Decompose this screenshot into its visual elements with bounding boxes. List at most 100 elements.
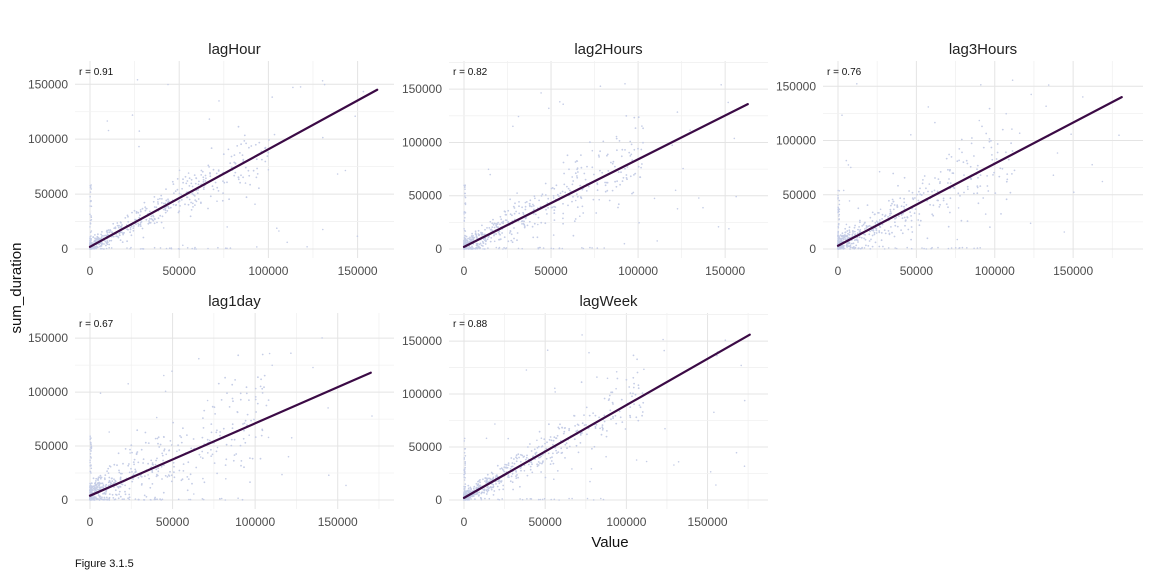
scatter-point [489, 220, 492, 223]
scatter-point [139, 209, 142, 211]
scatter-point [202, 188, 205, 191]
scatter-point [934, 177, 936, 179]
scatter-point [209, 195, 212, 198]
scatter-point [237, 125, 240, 128]
scatter-point [624, 167, 626, 170]
scatter-point [222, 192, 225, 195]
scatter-point [536, 236, 539, 239]
scatter-point [475, 235, 478, 238]
scatter-point [492, 494, 495, 496]
scatter-point [990, 146, 993, 149]
scatter-point [99, 476, 101, 479]
scatter-point [857, 241, 859, 243]
scatter-point [90, 467, 93, 470]
scatter-point [140, 475, 143, 478]
scatter-point [837, 230, 840, 233]
scatter-point [290, 437, 293, 439]
scatter-point [991, 154, 993, 156]
scatter-point [599, 150, 601, 153]
scatter-point [176, 188, 179, 191]
scatter-point [553, 219, 556, 222]
scatter-point [129, 452, 131, 454]
scatter-point [100, 233, 102, 236]
scatter-point [507, 221, 509, 224]
scatter-point [463, 452, 466, 454]
scatter-point [841, 232, 844, 235]
scatter-point [838, 203, 841, 206]
scatter-point [464, 235, 466, 237]
scatter-point [466, 239, 469, 242]
scatter-point [108, 499, 111, 501]
scatter-point [101, 496, 103, 499]
scatter-point [322, 228, 324, 231]
scatter-point [129, 231, 132, 234]
scatter-point [187, 461, 190, 464]
scatter-point [129, 228, 132, 231]
scatter-point [491, 483, 493, 485]
scatter-point [127, 497, 129, 500]
scatter-point [1082, 96, 1084, 98]
scatter-point [864, 228, 866, 230]
y-tick-label: 0 [435, 493, 442, 507]
scatter-point [141, 483, 143, 485]
scatter-point [169, 470, 171, 473]
scatter-point [601, 426, 604, 429]
scatter-point [568, 497, 570, 500]
scatter-point [476, 237, 479, 240]
scatter-point [957, 192, 960, 195]
scatter-point [513, 212, 516, 215]
scatter-point [560, 452, 563, 454]
scatter-point [220, 497, 223, 500]
x-tick-label: 150000 [688, 515, 728, 529]
scatter-point [155, 416, 158, 419]
scatter-point [464, 461, 467, 463]
scatter-point [639, 176, 642, 179]
scatter-point [484, 480, 486, 482]
scatter-point [463, 468, 466, 471]
scatter-point [110, 482, 113, 485]
scatter-point [371, 415, 373, 417]
scatter-point [106, 499, 108, 501]
scatter-point [594, 425, 597, 428]
scatter-point [509, 198, 511, 201]
scatter-point [193, 195, 196, 197]
scatter-point [182, 178, 184, 181]
scatter-point [480, 492, 483, 495]
scatter-point [552, 452, 554, 455]
scatter-point [478, 234, 481, 236]
scatter-point [896, 204, 899, 207]
scatter-point [624, 149, 626, 151]
scatter-point [986, 175, 988, 177]
scatter-point [903, 176, 906, 179]
scatter-point [239, 392, 242, 395]
scatter-point [546, 213, 548, 215]
scatter-point [92, 236, 95, 238]
scatter-point [154, 496, 157, 499]
grid [449, 313, 768, 509]
scatter-point [177, 211, 180, 214]
scatter-point [173, 476, 176, 479]
scatter-point [156, 474, 159, 477]
scatter-point [589, 480, 591, 483]
scatter-point [632, 386, 635, 389]
y-axis-label: sum_duration [8, 243, 25, 334]
scatter-point [243, 429, 245, 432]
scatter-point [199, 456, 202, 458]
scatter-point [201, 457, 204, 460]
scatter-point [161, 452, 164, 455]
scatter-point [866, 204, 869, 207]
scatter-point [234, 171, 237, 174]
scatter-point [663, 349, 665, 352]
scatter-point [164, 211, 167, 214]
scatter-point [555, 449, 557, 452]
scatter-point [508, 232, 511, 234]
scatter-point [191, 185, 194, 188]
scatter-point [874, 222, 877, 224]
scatter-point [991, 158, 994, 161]
scatter-point [568, 168, 570, 171]
scatter-point [208, 439, 211, 442]
scatter-point [576, 176, 579, 179]
scatter-point [656, 240, 658, 242]
scatter-point [463, 448, 466, 450]
scatter-point [925, 187, 927, 190]
